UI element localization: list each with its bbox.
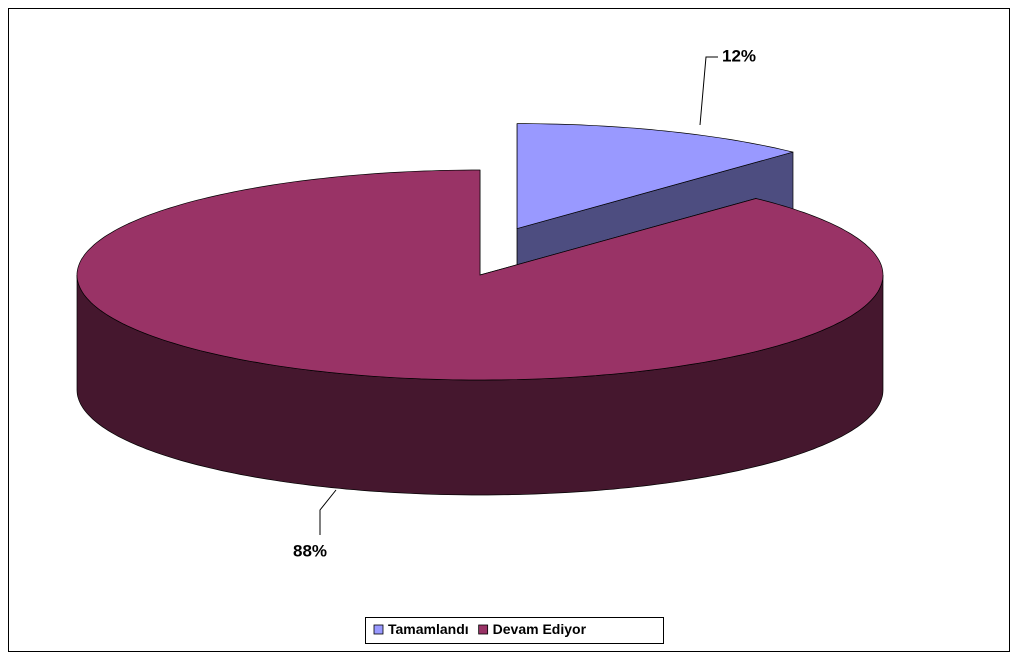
data-label: 88% [293,541,327,560]
legend-box [365,617,664,644]
legend: Tamamlandı Devam Ediyor [373,621,587,637]
slice-top [516,123,794,230]
legend-swatch [478,624,489,635]
leader-line [699,56,718,126]
legend-label: Devam Ediyor [493,621,587,637]
pie [76,123,884,496]
legend-swatch [373,624,384,635]
labels: 12% 88% [293,46,756,560]
slice-top [76,169,884,381]
data-label: 12% [722,46,756,65]
leader-line [319,489,337,535]
legend-label: Tamamlandı [388,621,469,637]
